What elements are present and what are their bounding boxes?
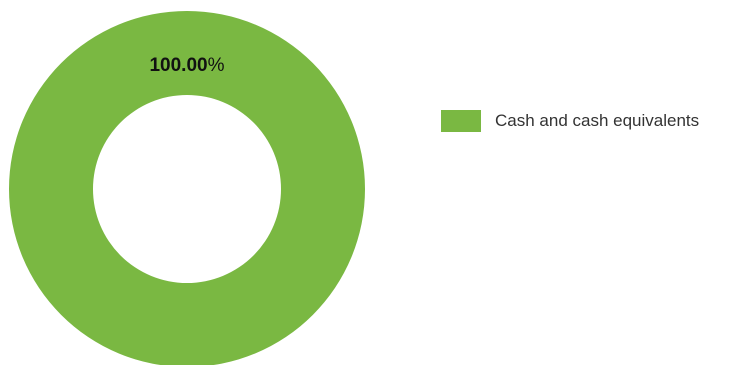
legend-swatch: [441, 110, 481, 132]
legend-label: Cash and cash equivalents: [495, 111, 700, 130]
legend: Cash and cash equivalents: [441, 110, 699, 132]
data-label: 100.00%: [149, 55, 224, 76]
donut-slice: [9, 11, 365, 365]
